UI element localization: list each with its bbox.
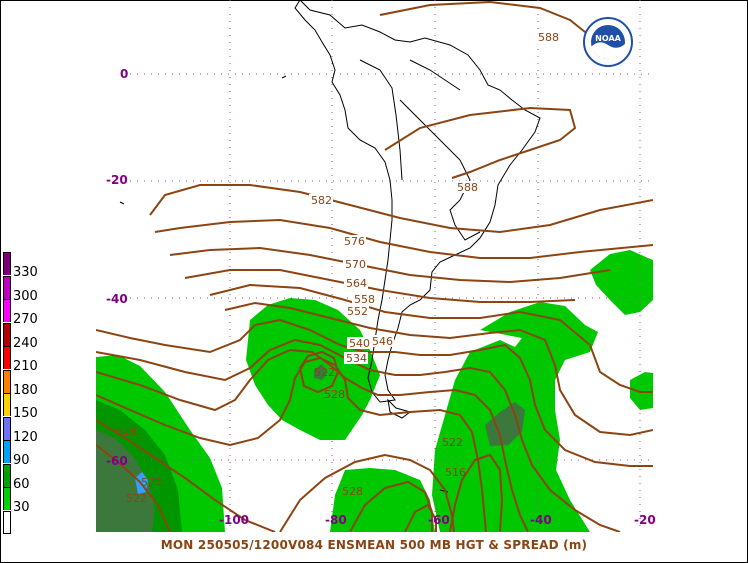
contour-label: 540 xyxy=(349,337,370,350)
legend-swatch xyxy=(3,510,11,534)
legend-swatch xyxy=(3,440,11,463)
lon-label-80w: -80 xyxy=(325,513,347,527)
contour-label: 588 xyxy=(457,181,478,194)
legend-entry: 180 xyxy=(3,369,43,398)
legend-swatch xyxy=(3,393,11,416)
contour-label: 528 xyxy=(116,425,137,438)
legend-swatch xyxy=(3,416,11,440)
legend-swatch xyxy=(3,487,11,510)
legend-swatch xyxy=(3,463,11,487)
legend-value: 180 xyxy=(13,382,38,398)
lat-label-20s: -20 xyxy=(106,173,128,187)
legend-entry: 210 xyxy=(3,346,43,374)
legend-entry: 270 xyxy=(3,299,43,327)
height-contours xyxy=(96,0,653,532)
legend-swatch xyxy=(3,275,11,299)
lon-label-20w: -20 xyxy=(634,513,656,527)
contour-label: 552 xyxy=(347,305,368,318)
lon-label-40w: -40 xyxy=(530,513,552,527)
lat-lon-grid xyxy=(130,0,653,532)
contour-label: 522 xyxy=(314,366,335,379)
map-caption: MON 250505/1200V084 ENSMEAN 500 MB HGT &… xyxy=(160,538,588,552)
contour-label: 546 xyxy=(372,335,393,348)
contour-label: 522 xyxy=(442,436,463,449)
legend-value: 240 xyxy=(13,335,38,351)
coastline xyxy=(119,0,541,493)
legend-value: 150 xyxy=(13,406,38,421)
legend-entry: 300 xyxy=(3,275,43,304)
legend-entry: 30 xyxy=(3,487,43,515)
legend-swatch xyxy=(3,322,11,346)
contour-label: 558 xyxy=(354,293,375,306)
legend-value: 210 xyxy=(13,359,38,374)
legend-swatch xyxy=(3,252,11,275)
spread-legend: 330 300 270 240 210 180 150 120 90 60 30 xyxy=(3,252,39,535)
legend-entry xyxy=(3,510,43,535)
contour-label: 516 xyxy=(445,466,466,479)
legend-entry: 240 xyxy=(3,322,43,351)
contour-label: 534 xyxy=(346,352,367,365)
legend-swatch xyxy=(3,346,11,369)
lon-label-100w: -100 xyxy=(219,513,249,527)
legend-value: 120 xyxy=(13,429,38,445)
contour-label: 528 xyxy=(324,388,345,401)
legend-swatch xyxy=(3,299,11,322)
contour-labels: 588 588 582 576 570 564 558 552 546 540 … xyxy=(116,31,560,505)
contour-label: 522 xyxy=(141,476,162,489)
lat-label-0: 0 xyxy=(120,67,128,81)
contour-label: 576 xyxy=(344,235,365,248)
legend-entry: 330 xyxy=(3,252,43,280)
legend-value: 270 xyxy=(13,312,38,327)
latitude-labels: 0 -20 -40 -60 xyxy=(106,67,128,468)
legend-entry: 90 xyxy=(3,440,43,468)
legend-value: 30 xyxy=(13,500,30,515)
legend-entry: 60 xyxy=(3,463,43,492)
noaa-logo-icon: NOAA xyxy=(583,17,633,67)
lon-label-60w: -60 xyxy=(428,513,450,527)
legend-value: 300 xyxy=(13,288,38,304)
contour-label: 522 xyxy=(126,492,147,505)
noaa-logo-text: NOAA xyxy=(595,34,621,43)
contour-label: 582 xyxy=(311,194,332,207)
contour-label: 528 xyxy=(342,485,363,498)
lat-label-60s: -60 xyxy=(106,454,128,468)
contour-label: 570 xyxy=(345,258,366,271)
lat-label-40s: -40 xyxy=(106,292,128,306)
legend-entry: 120 xyxy=(3,416,43,445)
legend-swatch xyxy=(3,369,11,393)
contour-label: 588 xyxy=(538,31,559,44)
contour-label: 564 xyxy=(346,277,367,290)
legend-value: 90 xyxy=(13,453,30,468)
legend-value: 330 xyxy=(13,265,38,280)
longitude-labels: -100 -80 -60 -40 -20 xyxy=(219,513,656,527)
legend-entry: 150 xyxy=(3,393,43,421)
legend-value: 60 xyxy=(13,476,30,492)
